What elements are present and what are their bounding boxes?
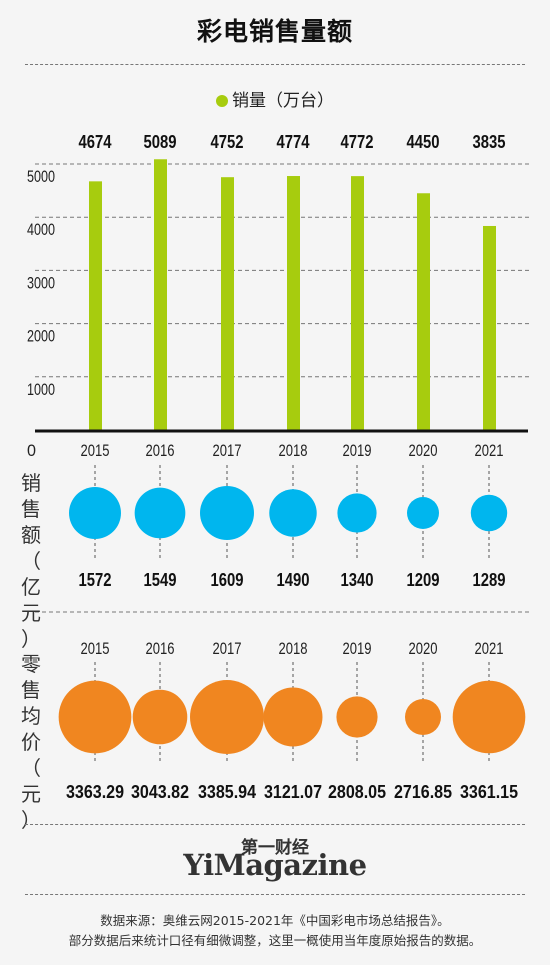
year-label: 2015 (81, 441, 110, 460)
year-label: 2015 (81, 639, 110, 658)
sales-bubble (407, 497, 439, 529)
y-tick-label: 5000 (27, 167, 55, 186)
sales-value-label: 1289 (473, 570, 506, 590)
year-label: 2021 (475, 639, 504, 658)
year-label: 2020 (409, 639, 438, 658)
source-note-1: 数据来源：奥维云网2015-2021年《中国彩电市场总结报告》。 (100, 913, 450, 928)
sales-bubble (470, 494, 508, 532)
price-label-char: （ (21, 756, 41, 780)
brand-logo-cn: 第一财经 (241, 838, 309, 858)
y-tick-label: 1000 (27, 380, 55, 399)
year-label: 2017 (213, 639, 242, 658)
legend: 销量（万台） (0, 86, 550, 111)
price-value-label: 3361.15 (460, 782, 518, 802)
price-label-char: 价 (21, 730, 41, 754)
price-bubble (132, 689, 188, 745)
price-bubble (58, 680, 132, 754)
year-label: 2021 (475, 441, 504, 460)
price-axis-label: 零售均价（元） (20, 651, 42, 833)
price-label-char: 元 (21, 782, 41, 806)
price-bubble (452, 680, 526, 754)
year-label: 2016 (146, 639, 175, 658)
source-note-2: 部分数据后来统计口径有细微调整，这里一概使用当年度原始报告的数据。 (68, 933, 482, 948)
sales-label-char: （ (21, 549, 41, 573)
volume-bar (351, 176, 364, 430)
sales-bubble (200, 486, 254, 540)
volume-bar (89, 181, 102, 430)
sales-label-char: 销 (21, 471, 41, 495)
chart-canvas: 5000 4000 3000 2000 1000 0 4674 5089 4752 4774 477… (27, 132, 530, 802)
price-value-label: 2716.85 (394, 782, 452, 802)
sales-bubble (269, 489, 317, 537)
sales-label-char: 亿 (21, 575, 41, 599)
sales-bubble (134, 487, 186, 539)
price-value-label: 3121.07 (264, 782, 322, 802)
price-label-char: ） (21, 808, 41, 832)
year-label: 2019 (343, 639, 372, 658)
legend-label: 销量（万台） (232, 91, 334, 111)
price-bubble (405, 699, 441, 735)
sales-label-char: 售 (21, 497, 41, 521)
y-tick-label: 0 (27, 441, 36, 460)
year-label: 2018 (279, 441, 308, 460)
price-value-label: 3385.94 (198, 782, 256, 802)
volume-bar (483, 225, 496, 430)
volume-bar (154, 159, 167, 430)
price-value-label: 3043.82 (131, 782, 189, 802)
sales-value-label: 1490 (277, 570, 310, 590)
bar-value-label: 4752 (211, 132, 244, 152)
year-label: 2017 (213, 441, 242, 460)
price-label-char: 均 (21, 704, 41, 728)
legend-swatch (216, 95, 228, 107)
price-label-char: 售 (21, 678, 41, 702)
year-label: 2019 (343, 441, 372, 460)
year-label: 2020 (409, 441, 438, 460)
volume-bar (287, 176, 300, 430)
sales-value-label: 1609 (211, 570, 244, 590)
bar-value-label: 3835 (473, 132, 506, 152)
sales-bubble (337, 493, 377, 533)
page-title: 彩电销售量额 (196, 17, 353, 46)
sales-value-label: 1209 (407, 570, 440, 590)
volume-bar (417, 193, 430, 430)
sales-label-char: 元 (21, 601, 41, 625)
price-label-char: 零 (21, 652, 41, 676)
sales-value-label: 1572 (79, 570, 112, 590)
price-bubble (263, 687, 323, 747)
sales-bubble (69, 487, 121, 539)
y-tick-label: 4000 (27, 220, 55, 239)
bar-value-label: 5089 (144, 132, 177, 152)
y-tick-label: 2000 (27, 327, 55, 346)
bar-value-label: 4674 (79, 132, 112, 152)
sales-value-label: 1549 (144, 570, 177, 590)
sales-value-label: 1340 (341, 570, 374, 590)
sales-label-char: 额 (21, 523, 41, 547)
y-tick-label: 3000 (27, 273, 55, 292)
bar-value-label: 4450 (407, 132, 440, 152)
year-label: 2016 (146, 441, 175, 460)
divider (25, 824, 525, 825)
price-value-label: 3363.29 (66, 782, 124, 802)
bar-value-label: 4774 (277, 132, 310, 152)
price-value-label: 2808.05 (328, 782, 386, 802)
volume-bar (221, 177, 234, 430)
bar-value-label: 4772 (341, 132, 374, 152)
sales-label-char: ） (21, 627, 41, 651)
divider (25, 894, 525, 895)
price-bubble (190, 680, 264, 754)
year-label: 2018 (279, 639, 308, 658)
divider (25, 64, 525, 65)
price-bubble (336, 696, 378, 738)
brand-logo-en: YiMagazine (183, 848, 367, 882)
sales-axis-label: 销售额（亿元） (20, 470, 42, 652)
